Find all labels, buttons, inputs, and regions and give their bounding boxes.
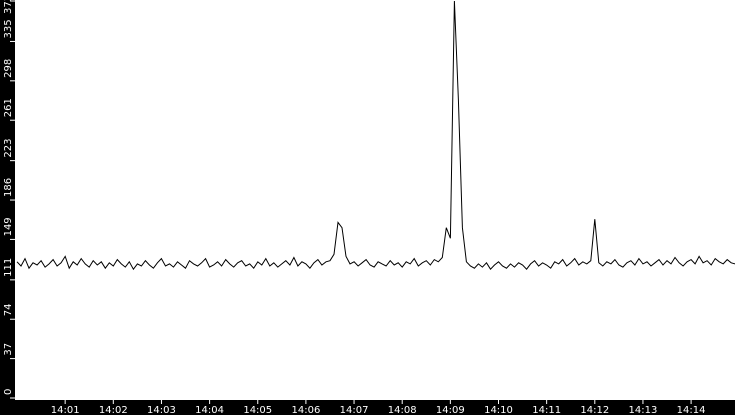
y-tick-label: 335 bbox=[3, 19, 14, 38]
x-tick-label: 14:10 bbox=[484, 405, 513, 415]
x-tick-label: 14:07 bbox=[340, 405, 369, 415]
x-tick-label: 14:11 bbox=[532, 405, 561, 415]
y-tick-label: 373 bbox=[3, 0, 14, 14]
plot-area bbox=[15, 0, 735, 400]
x-axis: 14:01 14:02 14:03 14:04 14:05 14:06 14:07 14:08… bbox=[51, 400, 706, 415]
x-tick-label: 14:03 bbox=[147, 405, 176, 415]
x-tick-label: 14:12 bbox=[580, 405, 609, 415]
x-tick-label: 14:04 bbox=[195, 405, 224, 415]
y-tick-label: 149 bbox=[3, 217, 14, 236]
x-tick-label: 14:09 bbox=[436, 405, 465, 415]
y-tick-label: 298 bbox=[3, 59, 14, 78]
series-group bbox=[16, 0, 735, 271]
x-tick-label: 14:13 bbox=[629, 405, 658, 415]
x-tick-label: 14:05 bbox=[243, 405, 272, 415]
y-tick-label: 37 bbox=[3, 343, 14, 356]
x-tick-label: 14:14 bbox=[677, 405, 706, 415]
x-tick-label: 14:02 bbox=[99, 405, 128, 415]
x-tick-label: 14:08 bbox=[388, 405, 417, 415]
y-tick-label: 261 bbox=[3, 98, 14, 117]
series-line bbox=[16, 0, 735, 271]
y-tick-label: 186 bbox=[3, 178, 14, 197]
y-tick-label: 0 bbox=[3, 389, 14, 395]
y-tick-label: 111 bbox=[3, 258, 14, 277]
y-tick-label: 74 bbox=[3, 304, 14, 317]
x-tick-label: 14:06 bbox=[291, 405, 320, 415]
x-tick-label: 14:01 bbox=[51, 405, 80, 415]
y-tick-label: 223 bbox=[3, 139, 14, 158]
y-axis: 0 37 74 111 149 186 223 261 298 335 373 bbox=[3, 0, 15, 399]
